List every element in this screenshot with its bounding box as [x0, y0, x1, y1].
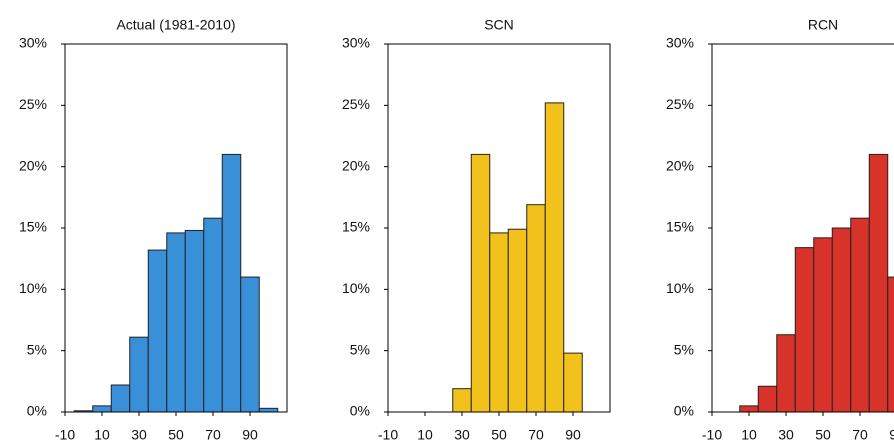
bar — [887, 276, 894, 413]
y-tick-label: 10% — [19, 280, 47, 296]
x-tick-label: 10 — [741, 427, 757, 443]
bar — [757, 385, 778, 413]
x-tick-label: 50 — [815, 427, 831, 443]
bar — [184, 229, 205, 413]
bar — [470, 153, 491, 413]
bar — [489, 232, 509, 413]
y-tick-label: 5% — [27, 341, 47, 357]
bar — [507, 228, 528, 413]
chart-title: SCN — [484, 17, 514, 33]
y-tick-label: 0% — [350, 403, 370, 419]
y-tick-label: 30% — [19, 35, 47, 51]
x-tick-label: 50 — [168, 427, 184, 443]
y-tick-label: 20% — [19, 157, 47, 173]
y-tick-label: 10% — [666, 280, 694, 296]
y-tick-label: 25% — [666, 96, 694, 112]
y-tick-label: 25% — [342, 96, 370, 112]
x-tick-label: 70 — [205, 427, 221, 443]
bar — [166, 232, 186, 413]
bar — [110, 384, 131, 413]
chart-title: Actual (1981-2010) — [116, 17, 235, 33]
x-tick-label: 90 — [565, 427, 581, 443]
bar — [258, 407, 279, 413]
x-tick-label: 10 — [417, 427, 433, 443]
x-tick-label: -10 — [55, 427, 75, 443]
x-tick-label: -10 — [702, 427, 722, 443]
x-tick-label: 70 — [852, 427, 868, 443]
y-tick-label: 15% — [666, 219, 694, 235]
x-tick-label: 30 — [454, 427, 470, 443]
x-tick-label: 90 — [889, 427, 894, 443]
y-tick-label: 20% — [342, 157, 370, 173]
y-tick-label: 15% — [342, 219, 370, 235]
bar — [850, 217, 870, 413]
bar — [831, 227, 852, 413]
bar — [129, 336, 149, 413]
bar — [92, 405, 112, 413]
bar — [739, 405, 759, 413]
bar — [563, 352, 583, 413]
x-tick-label: -10 — [378, 427, 398, 443]
bar — [526, 204, 546, 413]
bar — [452, 388, 472, 413]
x-tick-label: 30 — [131, 427, 147, 443]
bar — [794, 247, 815, 413]
y-tick-label: 30% — [342, 35, 370, 51]
bar — [147, 249, 168, 413]
x-tick-label: 30 — [778, 427, 794, 443]
y-tick-label: 5% — [350, 341, 370, 357]
x-tick-label: 50 — [491, 427, 507, 443]
plot-frame — [387, 43, 611, 413]
y-tick-label: 20% — [666, 157, 694, 173]
x-tick-label: 10 — [94, 427, 110, 443]
bar — [240, 276, 260, 413]
y-tick-label: 15% — [19, 219, 47, 235]
bar — [544, 102, 565, 413]
y-tick-label: 0% — [674, 403, 694, 419]
plot-frame — [64, 43, 288, 413]
x-tick-label: 70 — [528, 427, 544, 443]
y-tick-label: 5% — [674, 341, 694, 357]
plot-frame — [711, 43, 894, 413]
y-tick-label: 10% — [342, 280, 370, 296]
y-tick-label: 0% — [27, 403, 47, 419]
bar — [221, 153, 242, 413]
x-tick-label: 90 — [242, 427, 258, 443]
bar — [868, 153, 889, 413]
y-tick-label: 30% — [666, 35, 694, 51]
bar — [813, 237, 833, 413]
bar — [776, 334, 796, 413]
chart-title: RCN — [808, 17, 838, 33]
y-tick-label: 25% — [19, 96, 47, 112]
bar — [203, 217, 223, 413]
